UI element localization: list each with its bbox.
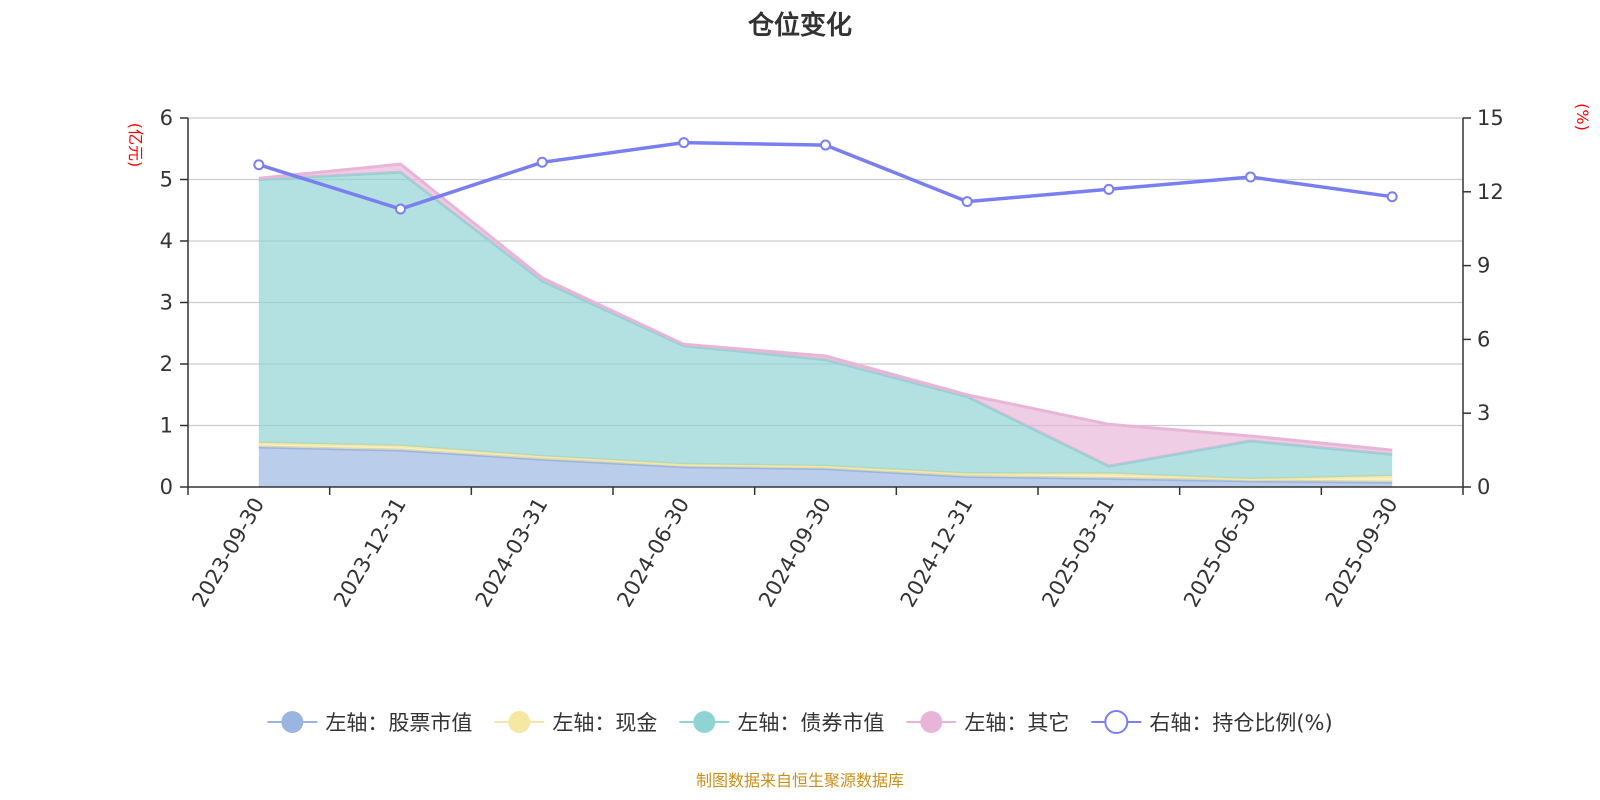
ratio-point xyxy=(678,137,690,149)
legend-label: 左轴：现金 xyxy=(552,711,657,735)
area-series-0 xyxy=(258,447,1393,487)
right-axis-unit: (%) xyxy=(1573,103,1592,131)
legend-swatch-marker xyxy=(693,711,716,733)
x-tick-label: 2024-06-30 xyxy=(612,494,694,612)
legend-swatch-marker xyxy=(920,711,943,733)
ratio-point xyxy=(1245,171,1256,183)
left-tick-label: 6 xyxy=(160,106,173,130)
legend-swatch-marker xyxy=(1104,710,1129,734)
right-tick-label: 6 xyxy=(1477,327,1490,351)
x-tick-label: 2023-12-31 xyxy=(329,494,411,612)
x-tick-label: 2023-09-30 xyxy=(187,494,269,612)
left-tick-label: 1 xyxy=(160,414,173,438)
ratio-point xyxy=(1386,191,1398,203)
ratio-point xyxy=(536,156,548,168)
left-tick-label: 3 xyxy=(160,291,173,315)
legend-label: 左轴：债券市值 xyxy=(737,711,884,735)
right-tick-label: 12 xyxy=(1477,180,1504,204)
legend-label: 左轴：其它 xyxy=(964,711,1069,735)
x-tick-label: 2024-03-31 xyxy=(471,494,553,612)
x-axis-ticks: 2023-09-30 2023-12-31 2024-03-31 2024-06-30… xyxy=(187,487,1464,612)
chart-title: 仓位变化 xyxy=(747,10,852,41)
x-tick-label: 2025-06-30 xyxy=(1179,494,1261,612)
legend-label: 左轴：股票市值 xyxy=(325,711,472,735)
ratio-point xyxy=(253,159,265,171)
ratio-line-path xyxy=(258,140,1393,211)
x-tick-label: 2024-12-31 xyxy=(896,494,978,612)
stacked-areas xyxy=(258,162,1393,487)
right-axis-ticks: 0 3 6 9 12 15 xyxy=(1463,106,1504,499)
right-tick-label: 9 xyxy=(1477,254,1490,278)
x-tick-label: 2025-09-30 xyxy=(1321,494,1403,612)
left-tick-label: 4 xyxy=(160,229,173,253)
right-tick-label: 15 xyxy=(1477,106,1504,130)
right-tick-label: 0 xyxy=(1477,475,1490,499)
ratio-point xyxy=(1103,183,1115,195)
x-tick-label: 2024-09-30 xyxy=(754,494,836,612)
x-tick-label: 2025-03-31 xyxy=(1037,494,1119,612)
left-tick-label: 5 xyxy=(160,168,173,192)
legend-swatch-marker xyxy=(508,711,531,733)
legend-label: 右轴：持仓比例(%) xyxy=(1149,711,1332,735)
data-source-note: 制图数据来自恒生聚源数据库 xyxy=(696,771,904,790)
ratio-point xyxy=(961,196,973,208)
legend-swatch-marker xyxy=(281,711,304,733)
left-axis-unit: (亿元) xyxy=(126,123,145,168)
left-tick-label: 2 xyxy=(160,352,173,376)
right-tick-label: 3 xyxy=(1477,401,1490,425)
legend: 左轴：股票市值 左轴：现金 左轴：债券市值 左轴：其它 右轴：持仓比例(%) xyxy=(267,710,1333,735)
ratio-point xyxy=(395,203,406,215)
left-axis-ticks: 0 1 2 3 4 5 6 xyxy=(160,106,188,499)
holding-ratio-line xyxy=(253,137,1398,215)
left-tick-label: 0 xyxy=(160,475,173,499)
area-series-edge-3 xyxy=(258,162,1393,452)
area-series-2 xyxy=(258,172,1393,479)
ratio-point xyxy=(820,139,831,151)
